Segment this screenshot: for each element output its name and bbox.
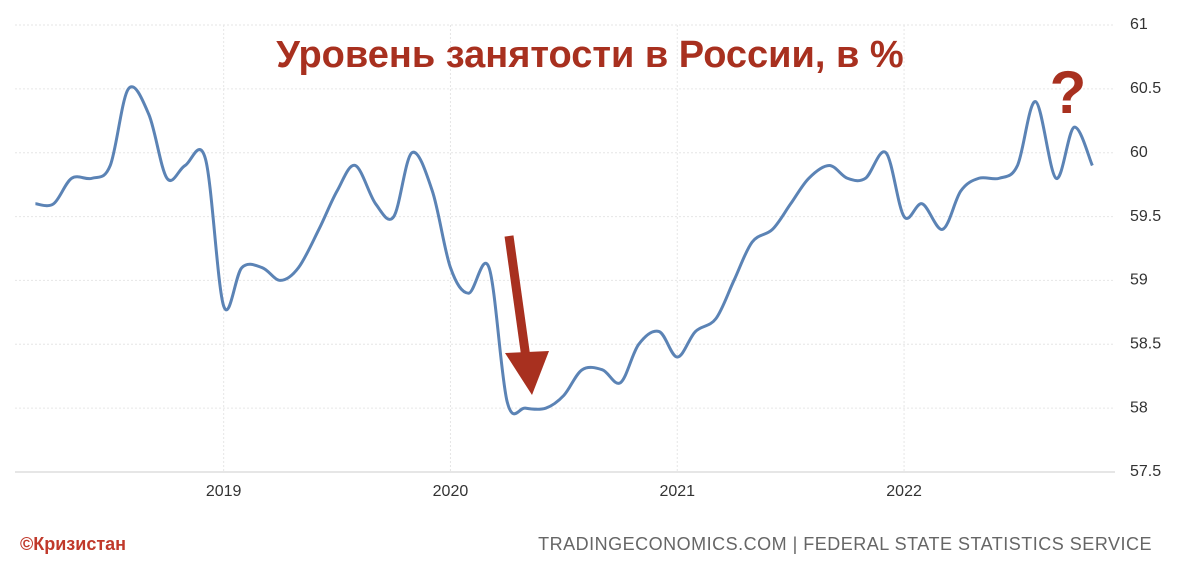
arrow xyxy=(504,235,549,395)
x-tick-label: 2022 xyxy=(886,483,922,500)
y-tick-label: 60 xyxy=(1130,144,1148,161)
credit: ©Кризистан xyxy=(20,534,126,554)
x-tick-label: 2021 xyxy=(659,483,695,500)
source: TRADINGECONOMICS.COM | FEDERAL STATE STA… xyxy=(538,534,1152,554)
y-tick-label: 61 xyxy=(1130,16,1148,33)
y-tick-label: 58.5 xyxy=(1130,336,1161,353)
arrow-head xyxy=(505,351,549,395)
x-tick-label: 2020 xyxy=(433,483,469,500)
x-tick-label: 2019 xyxy=(206,483,242,500)
y-tick-label: 60.5 xyxy=(1130,80,1161,97)
y-tick-label: 57.5 xyxy=(1130,463,1161,480)
annotation: ? xyxy=(1050,59,1087,126)
y-tick-label: 59 xyxy=(1130,272,1148,289)
y-tick-label: 59.5 xyxy=(1130,208,1161,225)
chart-title: Уровень занятости в России, в % xyxy=(276,34,903,76)
data-line xyxy=(35,85,1094,416)
arrow-shaft xyxy=(504,235,531,359)
y-tick-label: 58 xyxy=(1130,399,1148,416)
